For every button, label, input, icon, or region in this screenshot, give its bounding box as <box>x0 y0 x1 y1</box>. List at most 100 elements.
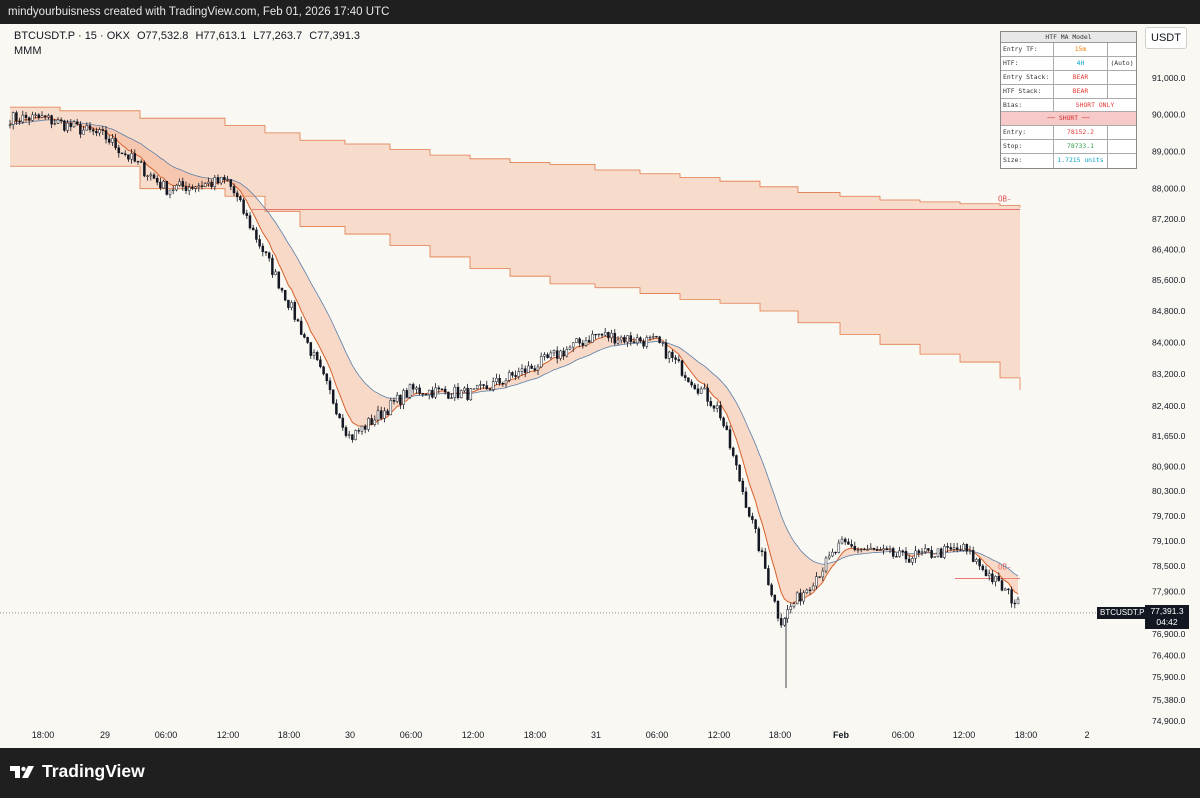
y-tick-label: 87,200.0 <box>1152 214 1186 224</box>
htf-ma-band <box>640 173 680 294</box>
y-tick-label: 74,900.0 <box>1152 716 1186 726</box>
candle-body <box>226 179 229 181</box>
candle-body <box>443 388 447 393</box>
candle-body <box>741 480 745 493</box>
panel-row-value: 15m <box>1054 43 1108 56</box>
candle-body <box>879 549 882 552</box>
candle-body <box>354 430 357 440</box>
y-tick-label: 82,400.0 <box>1152 401 1186 411</box>
panel-row-label: HTF: <box>1001 56 1054 70</box>
candle-body <box>863 548 866 551</box>
x-tick-label: 06:00 <box>155 730 178 740</box>
x-tick-label: 30 <box>345 730 355 740</box>
candle-body <box>626 335 629 343</box>
candle-body <box>178 181 181 186</box>
candle-body <box>242 199 245 214</box>
candle-body <box>107 138 111 143</box>
candle-body <box>69 122 73 128</box>
candle-body <box>607 332 610 339</box>
candle-body <box>463 387 466 391</box>
candle-body <box>376 410 380 421</box>
panel-row-value: 1.7215 units <box>1054 154 1108 169</box>
candle-body <box>575 338 578 343</box>
candle-body <box>114 138 117 149</box>
candle-body <box>91 129 95 132</box>
close-value: C77,391.3 <box>309 30 361 42</box>
candle-body <box>152 174 156 179</box>
mtf-info-panel: HTF MA Model Entry TF: 15m HTF: 4H (Auto) Entr… <box>1000 31 1137 170</box>
tradingview-logo[interactable]: TradingView <box>10 761 145 782</box>
candle-body <box>440 388 444 391</box>
credit-bar: mindyourbuisness created with TradingVie… <box>0 0 1200 24</box>
candle-body <box>143 162 146 177</box>
candle-body <box>123 153 127 155</box>
candle-body <box>613 332 617 344</box>
candle-body <box>552 350 556 354</box>
y-tick-label: 91,000.0 <box>1152 73 1186 83</box>
candle-body <box>309 342 313 356</box>
candle-body <box>543 354 546 357</box>
currency-button[interactable]: USDT <box>1145 27 1187 49</box>
candle-body <box>991 573 994 583</box>
symbol-title[interactable]: BTCUSDT.P · 15 · OKX <box>14 30 130 42</box>
htf-ma-band <box>60 110 140 167</box>
candle-body <box>731 447 735 456</box>
candle-body <box>770 584 773 596</box>
panel-row-value: 78152.2 <box>1054 126 1108 140</box>
htf-ma-band <box>510 162 550 277</box>
candle-body <box>95 130 98 134</box>
candle-body <box>549 352 553 358</box>
candle-body <box>568 346 572 350</box>
panel-row-label: Entry TF: <box>1001 43 1054 56</box>
candle-body <box>719 405 722 419</box>
panel-row: Bias: SHORT ONLY <box>1001 98 1136 113</box>
candle-body <box>15 112 18 122</box>
x-tick-label: 12:00 <box>708 730 731 740</box>
candle-body <box>546 354 549 358</box>
y-tick-label: 76,400.0 <box>1152 651 1186 661</box>
candle-body <box>293 302 297 320</box>
price-chart[interactable]: 91,000.0 90,000.0 89,000.0 88,000.0 87,200.0… <box>0 24 1200 748</box>
candle-body <box>405 390 409 398</box>
candle-body <box>351 434 354 440</box>
candle-body <box>213 177 217 187</box>
candle-body <box>392 400 396 402</box>
candle-body <box>799 592 802 602</box>
order-block-label: OB- <box>998 563 1012 572</box>
candle-body <box>175 185 178 191</box>
candle-body <box>127 154 130 160</box>
candle-body <box>8 124 12 126</box>
htf-ma-band <box>1000 205 1020 378</box>
candle-body <box>680 360 684 376</box>
candle-body <box>277 271 281 289</box>
candle-body <box>498 378 501 384</box>
candle-body <box>149 174 153 177</box>
candle-body <box>715 405 719 409</box>
candle-body <box>683 375 687 378</box>
candle-body <box>415 387 418 390</box>
candle-body <box>655 336 658 338</box>
x-tick-label: 06:00 <box>646 730 669 740</box>
indicator-label[interactable]: MMM <box>14 45 42 57</box>
candle-body <box>133 153 137 162</box>
panel-row-label: HTF Stack: <box>1001 84 1054 98</box>
symbol-legend[interactable]: BTCUSDT.P · 15 · OKX O77,532.8 H77,613.1… <box>14 30 364 42</box>
htf-ma-band <box>550 164 595 284</box>
candle-body <box>56 119 60 124</box>
candle-body <box>859 548 863 551</box>
htf-ma-band <box>720 181 760 304</box>
candle-body <box>811 585 815 591</box>
candle-body <box>559 350 562 359</box>
candle-body <box>587 340 591 343</box>
candle-body <box>24 114 28 118</box>
chart-frame[interactable]: 91,000.0 90,000.0 89,000.0 88,000.0 87,200.0… <box>0 24 1200 748</box>
candle-body <box>386 410 389 416</box>
panel-row: Entry: 78152.2 <box>1001 126 1136 141</box>
candle-body <box>395 394 399 402</box>
x-tick-label: 18:00 <box>524 730 547 740</box>
candle-body <box>911 558 914 563</box>
candle-body <box>447 391 450 399</box>
candle-body <box>530 365 533 369</box>
candle-body <box>703 387 706 390</box>
candle-body <box>597 333 601 336</box>
